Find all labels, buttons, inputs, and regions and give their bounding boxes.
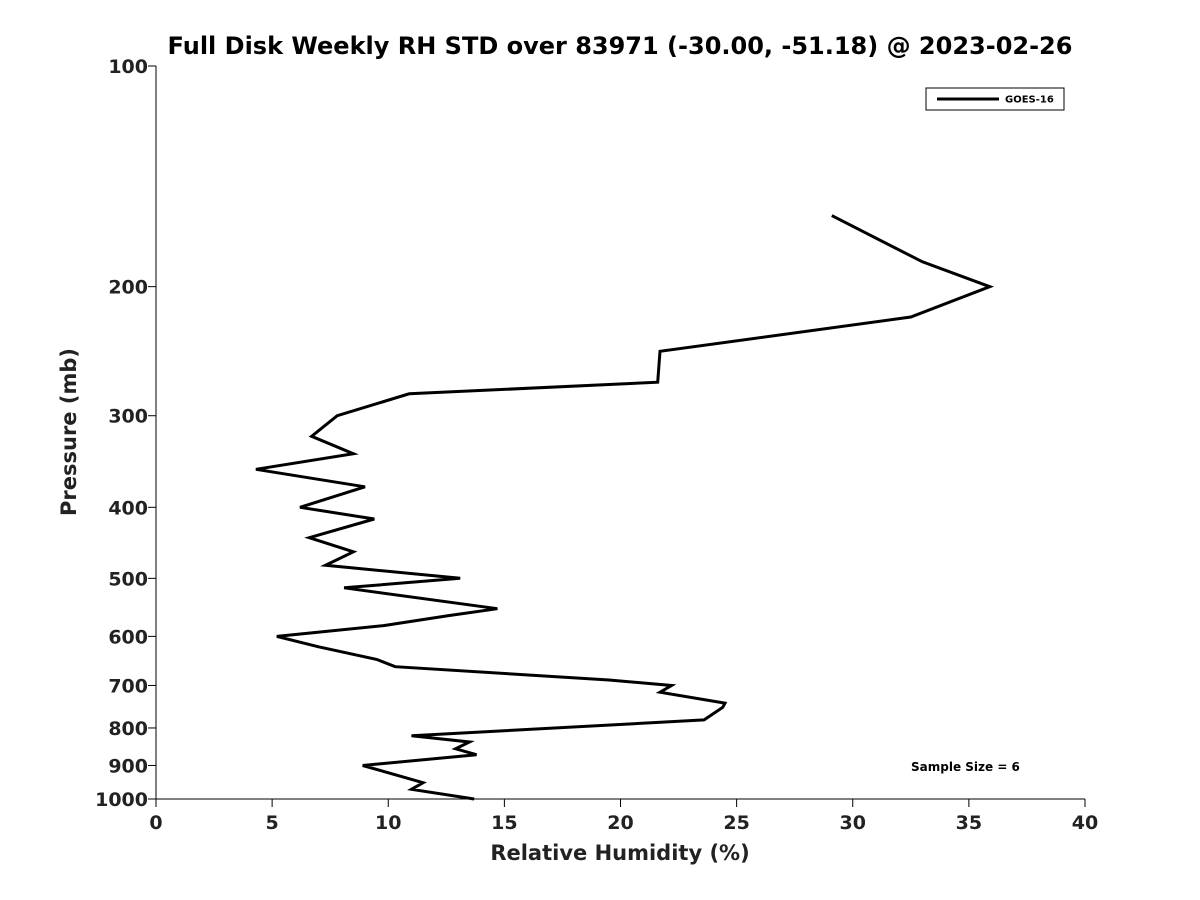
chart-title: Full Disk Weekly RH STD over 83971 (-30.…	[168, 32, 1073, 60]
x-axis-label: Relative Humidity (%)	[490, 841, 749, 865]
series-line-goes-16	[255, 214, 995, 801]
y-tick-label: 100	[108, 56, 148, 78]
x-tick-label: 10	[375, 812, 401, 834]
series-group	[255, 214, 995, 801]
x-tick-label: 5	[266, 812, 279, 834]
y-tick-label: 1000	[95, 789, 148, 811]
x-tick-label: 20	[607, 812, 633, 834]
x-axis-ticks: 0 5 10 15 20 25 30 35 40	[149, 799, 1098, 834]
y-tick-label: 600	[108, 626, 148, 648]
x-tick-label: 30	[840, 812, 866, 834]
y-tick-label: 400	[108, 497, 148, 519]
y-tick-label: 800	[108, 718, 148, 740]
y-axis-label: Pressure (mb)	[57, 348, 81, 516]
x-tick-label: 15	[491, 812, 517, 834]
x-tick-label: 35	[956, 812, 982, 834]
sample-size-annotation: Sample Size = 6	[911, 760, 1020, 774]
y-axis-ticks: 100 200 300 400 500 600 700 800 900 1000	[95, 56, 156, 811]
y-tick-label: 500	[108, 568, 148, 590]
legend: GOES-16	[925, 87, 1065, 111]
plot-area	[155, 66, 1085, 800]
legend-label-goes-16: GOES-16	[1005, 95, 1054, 106]
y-tick-label: 200	[108, 277, 148, 299]
x-tick-label: 40	[1072, 812, 1098, 834]
y-tick-label: 700	[108, 675, 148, 697]
x-tick-label: 0	[149, 812, 162, 834]
y-tick-label: 900	[108, 755, 148, 777]
y-tick-label: 300	[108, 406, 148, 428]
x-tick-label: 25	[723, 812, 749, 834]
